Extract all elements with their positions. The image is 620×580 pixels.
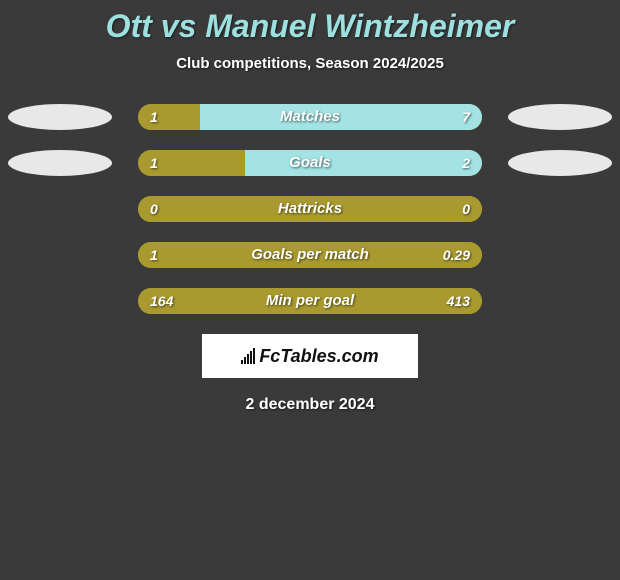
- player-ellipse-left: [8, 104, 112, 130]
- logo-box: FcTables.com: [202, 334, 418, 378]
- page-title: Ott vs Manuel Wintzheimer: [0, 0, 620, 45]
- player-ellipse-right: [508, 150, 612, 176]
- date-label: 2 december 2024: [0, 396, 620, 414]
- subtitle: Club competitions, Season 2024/2025: [0, 55, 620, 72]
- stat-row: 00Hattricks: [0, 196, 620, 222]
- stats-area: 17Matches 12Goals 00Hattricks 10.29Goals pe…: [0, 104, 620, 314]
- player-ellipse-left: [8, 150, 112, 176]
- comparison-infographic: Ott vs Manuel Wintzheimer Club competiti…: [0, 0, 620, 414]
- bars-icon: [241, 348, 255, 364]
- bar-track: 12Goals: [138, 150, 482, 176]
- logo: FcTables.com: [241, 346, 378, 367]
- bar-track: 164413Min per goal: [138, 288, 482, 314]
- player-ellipse-right: [508, 104, 612, 130]
- stat-row: 17Matches: [0, 104, 620, 130]
- bar-track: 17Matches: [138, 104, 482, 130]
- stat-label: Goals per match: [138, 242, 482, 268]
- stat-row: 12Goals: [0, 150, 620, 176]
- bar-track: 10.29Goals per match: [138, 242, 482, 268]
- stat-label: Matches: [138, 104, 482, 130]
- stat-label: Goals: [138, 150, 482, 176]
- stat-label: Min per goal: [138, 288, 482, 314]
- logo-text: FcTables.com: [259, 346, 378, 367]
- bar-track: 00Hattricks: [138, 196, 482, 222]
- stat-row: 10.29Goals per match: [0, 242, 620, 268]
- stat-label: Hattricks: [138, 196, 482, 222]
- stat-row: 164413Min per goal: [0, 288, 620, 314]
